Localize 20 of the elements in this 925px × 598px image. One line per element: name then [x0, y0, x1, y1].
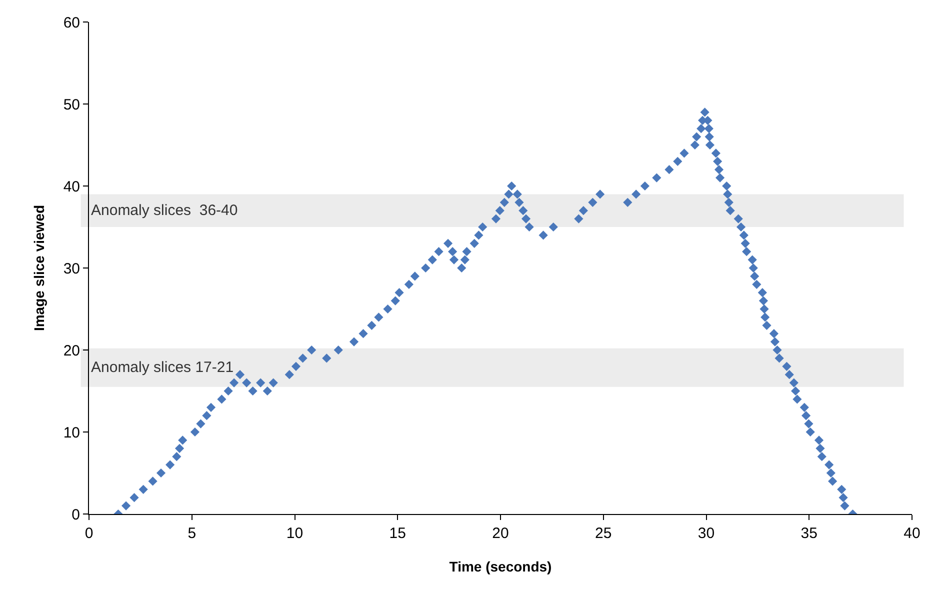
x-tick-label: 35	[800, 525, 818, 542]
x-tick-label: 5	[188, 525, 196, 542]
x-tick-label: 0	[84, 525, 94, 542]
y-tick-label: 40	[63, 178, 80, 196]
x-tick-label: 20	[492, 525, 509, 542]
y-tick-label: 10	[63, 424, 80, 442]
x-tick-label: 25	[595, 525, 612, 542]
y-tick-label: 30	[63, 260, 80, 278]
y-tick-label: 20	[63, 342, 80, 360]
band-label: Anomaly slices 17-21	[91, 359, 234, 376]
y-tick-label: 0	[72, 506, 80, 524]
y-tick-label: 60	[63, 14, 80, 32]
y-axis-title: Image slice viewed	[30, 204, 47, 332]
y-tick-label: 50	[63, 96, 80, 114]
x-tick-label: 40	[904, 525, 920, 542]
x-axis-title: Time (seconds)	[449, 558, 552, 574]
x-tick-label: 10	[286, 525, 304, 542]
x-tick-label: 15	[389, 525, 406, 542]
x-tick-label: 30	[698, 525, 715, 542]
band-label: Anomaly slices 36-40	[91, 202, 238, 219]
